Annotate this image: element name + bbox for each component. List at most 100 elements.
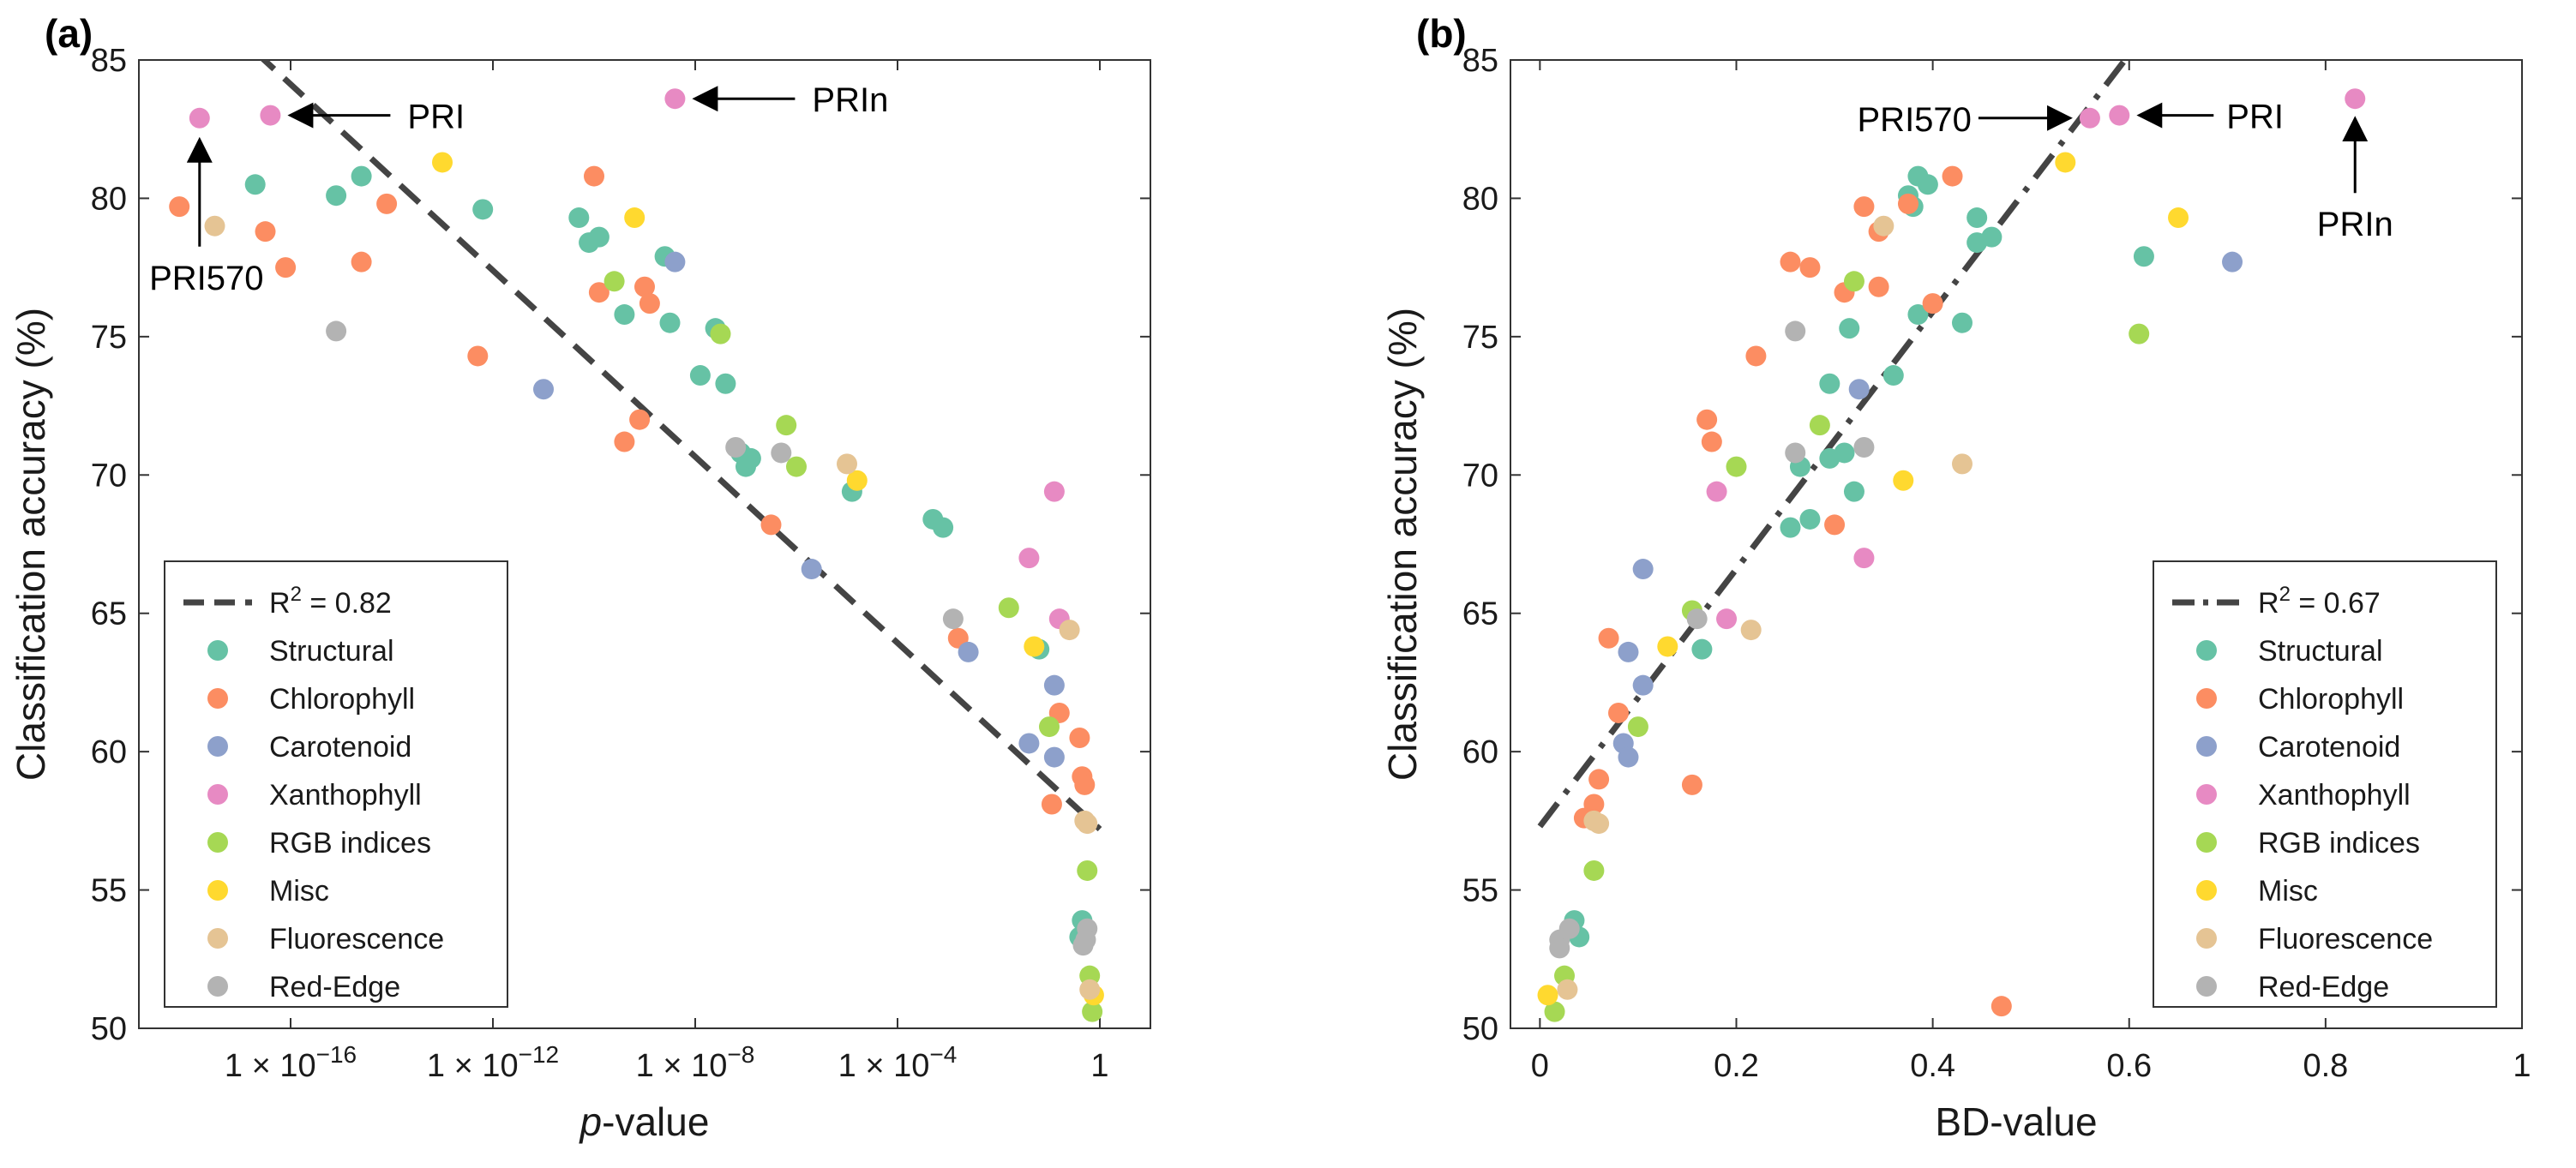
- point-misc: [846, 470, 868, 491]
- point-chlorophyll: [1041, 794, 1062, 815]
- point-chlorophyll: [1681, 774, 1702, 795]
- point-chlorophyll: [634, 276, 655, 297]
- point-structural: [588, 226, 609, 248]
- x-tick-label: 0.2: [1714, 1048, 1759, 1084]
- point-carotenoid: [1018, 733, 1040, 754]
- point-chlorophyll: [614, 431, 635, 452]
- point-carotenoid: [1043, 674, 1065, 696]
- annotation-label-pri: PRI: [2226, 99, 2284, 136]
- point-rgb-indices: [786, 456, 807, 477]
- annotation-label-pri570: PRI570: [1858, 101, 1972, 139]
- point-carotenoid: [958, 641, 979, 662]
- legend-label-fluorescence: Fluorescence: [2258, 923, 2433, 955]
- point-chlorophyll: [1069, 728, 1090, 748]
- plot-frame: [138, 59, 1151, 1029]
- legend-fit-label: R2 = 0.82: [269, 583, 392, 620]
- y-tick-label: 75: [1462, 320, 1498, 356]
- y-tick-label: 65: [1462, 596, 1498, 632]
- point-structural: [1839, 318, 1860, 339]
- y-tick-label: 80: [91, 181, 127, 217]
- point-structural: [1691, 638, 1713, 660]
- y-axis-title: Classification accuracy (%): [1380, 308, 1425, 781]
- point-xanthophyll: [1043, 481, 1065, 502]
- point-structural: [689, 365, 711, 386]
- point-xanthophyll: [664, 88, 686, 110]
- point-chlorophyll: [275, 257, 297, 279]
- point-chlorophyll: [1853, 196, 1875, 218]
- point-rgb-indices: [1809, 415, 1830, 436]
- point-misc: [624, 207, 646, 229]
- point-rgb-indices: [603, 271, 625, 292]
- y-tick-label: 55: [91, 873, 127, 909]
- point-fluorescence: [1588, 813, 1610, 835]
- data-points: [169, 88, 1104, 1022]
- point-xanthophyll: [1018, 548, 1040, 569]
- point-fluorescence: [1077, 813, 1098, 835]
- point-fluorescence: [204, 215, 225, 237]
- point-structural: [715, 373, 736, 394]
- point-carotenoid: [664, 251, 686, 273]
- point-chlorophyll: [584, 165, 604, 187]
- point-structural: [1951, 312, 1973, 333]
- point-rgb-indices: [1627, 716, 1648, 738]
- x-tick-label: 1 × 10−4: [838, 1041, 958, 1084]
- point-carotenoid: [2222, 251, 2243, 273]
- point-red-edge: [1072, 935, 1094, 956]
- y-tick-label: 50: [1462, 1011, 1498, 1047]
- x-tick-label: 1: [1090, 1048, 1108, 1084]
- annotation-label-prin: PRIn: [812, 81, 888, 119]
- point-carotenoid: [1848, 379, 1870, 400]
- point-carotenoid: [1632, 674, 1654, 696]
- annotation-label-pri: PRI: [407, 99, 465, 136]
- legend-label-structural: Structural: [2258, 635, 2383, 668]
- point-chlorophyll: [1074, 774, 1096, 795]
- point-structural: [326, 185, 347, 207]
- legend-swatch-rgb-indices: [2196, 832, 2217, 853]
- point-structural: [1780, 517, 1801, 538]
- point-misc: [1024, 636, 1045, 657]
- legend-swatch-misc: [207, 880, 228, 901]
- x-tick-label: 0.6: [2106, 1048, 2152, 1084]
- legend-swatch-xanthophyll: [207, 784, 228, 805]
- point-structural: [1799, 508, 1821, 530]
- legend-swatch-red-edge: [207, 976, 228, 997]
- point-red-edge: [771, 442, 792, 464]
- legend-label-misc: Misc: [269, 875, 329, 907]
- x-tick-label: 0.4: [1910, 1048, 1955, 1084]
- point-structural: [1819, 447, 1840, 469]
- point-carotenoid: [1618, 746, 1639, 768]
- point-fluorescence: [1079, 979, 1101, 1000]
- legend-swatch-rgb-indices: [207, 832, 228, 853]
- point-carotenoid: [533, 379, 554, 400]
- point-fluorescence: [1951, 453, 1973, 475]
- point-chlorophyll: [376, 193, 398, 214]
- y-tick-label: 80: [1462, 181, 1498, 217]
- legend-label-xanthophyll: Xanthophyll: [2258, 779, 2411, 812]
- legend-swatch-carotenoid: [2196, 736, 2217, 757]
- point-chlorophyll: [1799, 257, 1821, 279]
- point-rgb-indices: [1039, 716, 1060, 738]
- point-red-edge: [1785, 442, 1806, 464]
- point-chlorophyll: [1868, 276, 1889, 297]
- point-rgb-indices: [1843, 271, 1864, 292]
- point-xanthophyll: [2345, 88, 2366, 110]
- x-tick-label: 1 × 10−8: [636, 1041, 755, 1084]
- point-structural: [1967, 232, 1988, 254]
- fit-line: [1537, 60, 2129, 829]
- legend-swatch-carotenoid: [207, 736, 228, 757]
- legend-label-fluorescence: Fluorescence: [269, 923, 444, 955]
- legend-swatch-structural: [2196, 640, 2217, 661]
- panel-label: (a): [45, 11, 93, 56]
- y-tick-label: 85: [1462, 43, 1498, 79]
- point-rgb-indices: [1082, 1001, 1103, 1022]
- point-structural: [614, 304, 635, 326]
- y-tick-label: 60: [91, 734, 127, 770]
- y-axis-title: Classification accuracy (%): [9, 308, 53, 781]
- point-structural: [2133, 246, 2154, 267]
- x-tick-label: 1 × 10−16: [225, 1041, 357, 1084]
- point-rgb-indices: [710, 323, 731, 344]
- point-structural: [1917, 174, 1938, 195]
- point-xanthophyll: [189, 107, 210, 129]
- x-axis-title: p-value: [579, 1099, 710, 1144]
- x-tick-label: 1 × 10−12: [427, 1041, 559, 1084]
